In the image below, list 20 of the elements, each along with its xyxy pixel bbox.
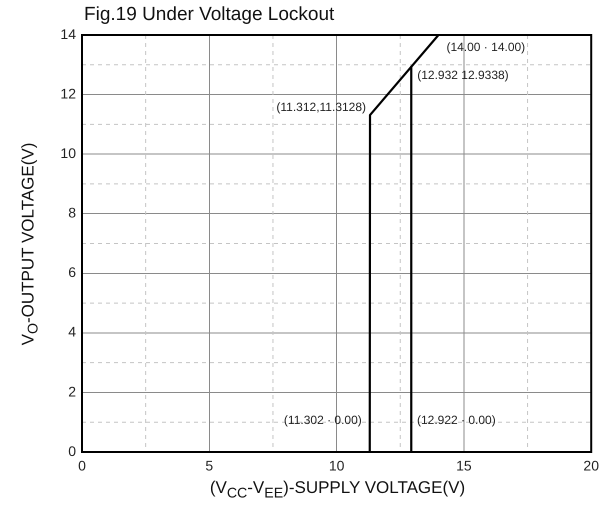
y-tick-label: 4 — [68, 324, 76, 340]
x-tick-label: 20 — [583, 457, 600, 474]
y-tick-label: 0 — [68, 442, 76, 459]
x-tick-label: 15 — [456, 457, 472, 474]
y-tick-label: 14 — [60, 26, 76, 42]
x-tick-label: 0 — [78, 457, 86, 474]
annotation: (11.302 · 0.00) — [284, 413, 362, 427]
y-tick-label: 12 — [60, 85, 76, 102]
x-tick-label: 10 — [328, 457, 345, 474]
annotation: (11.312,11.3128) — [276, 100, 366, 114]
annotation: (14.00 · 14.00) — [446, 40, 526, 54]
y-tick-label: 8 — [68, 204, 76, 221]
x-axis-title: (V$_{CC}$-V$_{EE}$)-SUPPLY VOLTAGE(V) — [208, 478, 466, 502]
y-tick-label: 10 — [60, 145, 76, 161]
y-tick-label: 6 — [68, 264, 76, 280]
x-tick-label: 5 — [205, 457, 214, 474]
annotation: (12.932 12.9338) — [417, 68, 509, 82]
chart-title: Fig.19 Under Voltage Lockout — [84, 4, 334, 26]
annotation: (12.922 · 0.00) — [417, 413, 496, 427]
y-tick-label: 2 — [68, 383, 76, 400]
